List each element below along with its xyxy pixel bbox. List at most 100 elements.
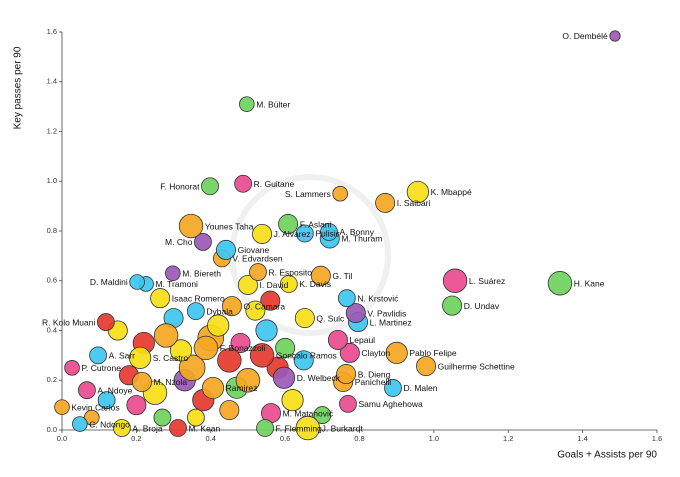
x-axis-title: Goals + Assists per 90 (557, 450, 657, 461)
point-label: V. Pavlidis (367, 308, 406, 318)
point-label: D. Maldini (90, 277, 128, 287)
x-tick-label: 1.6 (652, 434, 662, 443)
y-tick-label: 1.2 (47, 126, 57, 135)
point-label: A. Ndoye (97, 385, 132, 395)
point (169, 419, 187, 437)
x-tick-label: 1.4 (577, 434, 587, 443)
y-tick-label: 0.6 (47, 276, 57, 285)
point (442, 268, 468, 293)
x-tick-label: 0.2 (131, 434, 141, 443)
point-label: Q. Sulc (316, 313, 345, 323)
point (339, 342, 360, 363)
point-label: M. Biereth (182, 269, 221, 279)
point-label: Lepaul (350, 335, 376, 345)
point (129, 274, 145, 290)
point (345, 303, 366, 324)
point (255, 319, 278, 342)
point-label: A. Bonny (340, 227, 375, 237)
point-label: B. Dieng (358, 369, 391, 379)
point (442, 295, 463, 316)
point (279, 275, 298, 293)
point (193, 335, 219, 361)
point-label: Ramirez (226, 383, 258, 393)
point-label: V. Edvardsen (232, 254, 283, 264)
point (235, 368, 261, 393)
point-label: G. Til (332, 271, 352, 281)
point-label: F. Aslani (300, 219, 332, 229)
point (186, 302, 205, 320)
point (294, 308, 315, 329)
point-label: Pablo Felipe (409, 348, 457, 358)
point (249, 263, 267, 281)
point-label: D. Welbeck (297, 373, 341, 383)
point (278, 214, 299, 235)
point-label: Gonçalo Ramos (276, 351, 337, 361)
point-label: M. Nzola (154, 377, 188, 387)
point-label: F. Flemming (276, 423, 323, 433)
point-label: D. Malen (403, 383, 437, 393)
point-label: J. Burkardt (322, 423, 364, 433)
point (327, 329, 348, 350)
point-label: Samu Aghehowa (358, 399, 423, 409)
point-label: Isaac Romero (172, 293, 225, 303)
point (165, 265, 181, 282)
point-label: L. Martinez (370, 317, 412, 327)
point (217, 348, 242, 373)
y-tick-label: 0.2 (47, 375, 57, 384)
point-label: F. Honorat (160, 181, 200, 191)
point (112, 419, 131, 437)
point (249, 343, 275, 368)
point-label: Panichelli (355, 377, 391, 387)
point-label: A. Broja (132, 423, 163, 433)
point-label: O. Dembélé (562, 31, 608, 41)
point (237, 274, 258, 295)
point (252, 223, 273, 244)
x-tick-label: 0.8 (354, 434, 364, 443)
point-label: J. Alvarez (274, 229, 311, 239)
y-tick-label: 0.4 (47, 325, 57, 334)
point-label: D. Undav (464, 301, 500, 311)
point (385, 341, 408, 364)
point (337, 289, 356, 308)
point (230, 332, 251, 353)
point (201, 177, 219, 196)
point (83, 409, 100, 426)
point-label: A. Sarr (109, 351, 136, 361)
point (178, 213, 204, 239)
point (310, 265, 331, 286)
point-label: I. David (260, 280, 289, 290)
point-label: K. Mbappé (431, 187, 472, 197)
point (416, 356, 437, 377)
point (126, 395, 147, 416)
point (320, 223, 338, 241)
point (178, 354, 206, 382)
point (194, 233, 212, 251)
point-label: Pulisic (315, 229, 340, 239)
point-label: S. Lammers (285, 189, 331, 199)
point-label: M. Tramoni (155, 279, 198, 289)
point (97, 391, 116, 410)
point (96, 313, 115, 331)
point (239, 96, 255, 112)
point (332, 185, 348, 202)
point (609, 30, 621, 42)
y-tick-label: 1.0 (47, 176, 57, 185)
x-tick-label: 1.2 (503, 434, 513, 443)
point (72, 416, 88, 432)
x-tick-label: 1.0 (429, 434, 439, 443)
point (260, 290, 281, 311)
y-tick-label: 1.4 (47, 77, 57, 86)
point (256, 419, 274, 437)
point-label: O. Camara (244, 301, 286, 311)
point-label: I. Saibari (397, 198, 431, 208)
point (293, 350, 314, 371)
point (78, 381, 96, 400)
point-label: Guilherme Schettine (438, 361, 515, 371)
point (234, 174, 253, 193)
point (272, 366, 296, 389)
point-label: Younes Taha (205, 221, 254, 231)
point (406, 180, 429, 204)
point (64, 360, 80, 376)
point (275, 337, 296, 358)
